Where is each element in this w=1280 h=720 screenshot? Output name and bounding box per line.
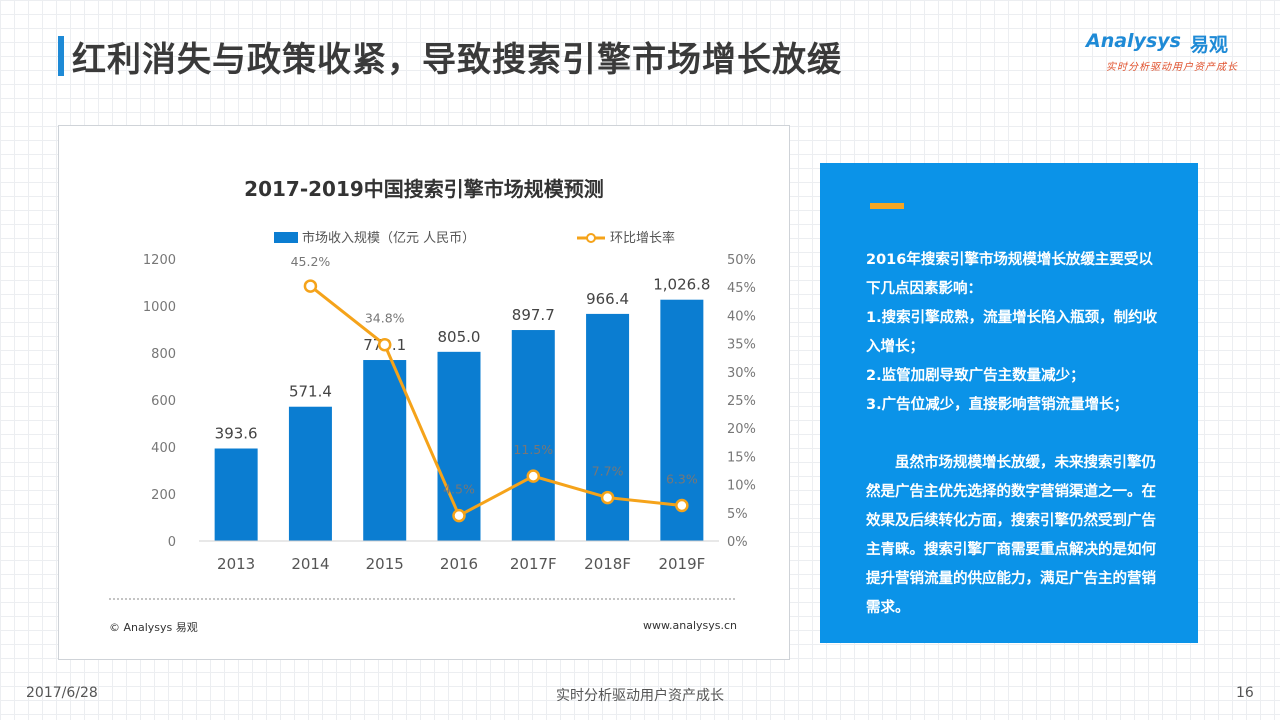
bar-value-label: 897.7 bbox=[512, 306, 555, 324]
x-tick-label: 2015 bbox=[366, 555, 404, 573]
x-tick-label: 2019F bbox=[658, 555, 705, 573]
legend-bar-label: 市场收入规模（亿元 人民币） bbox=[302, 230, 475, 246]
bar-value-label: 393.6 bbox=[215, 425, 258, 443]
y-left-tick: 800 bbox=[151, 347, 176, 362]
x-tick-label: 2014 bbox=[291, 555, 329, 573]
page-title: 红利消失与政策收紧，导致搜索引擎市场增长放缓 bbox=[72, 40, 842, 80]
analysis-panel: 2016年搜索引擎市场规模增长放缓主要受以下几点因素影响： 1.搜索引擎成熟，流… bbox=[820, 163, 1198, 643]
growth-point-2015 bbox=[377, 337, 392, 352]
legend-line-label: 环比增长率 bbox=[610, 230, 675, 246]
x-tick-label: 2018F bbox=[584, 555, 631, 573]
legend-bar-swatch bbox=[274, 232, 298, 243]
y-right-tick: 35% bbox=[727, 338, 756, 353]
growth-point-2014 bbox=[303, 279, 318, 293]
bar-2015 bbox=[363, 360, 407, 541]
y-left-tick: 1000 bbox=[143, 300, 176, 315]
growth-rate-line bbox=[309, 284, 683, 518]
bar-value-label: 571.4 bbox=[289, 383, 332, 401]
bar-2013 bbox=[214, 448, 258, 541]
analysys-logo: Analysys 易观 实时分析驱动用户资产成长 bbox=[1080, 30, 1250, 76]
y-left-tick: 600 bbox=[151, 394, 176, 409]
chart-source: © Analysys 易观 bbox=[109, 621, 198, 634]
x-tick-label: 2013 bbox=[217, 555, 255, 573]
growth-value-label: 45.2% bbox=[291, 254, 331, 269]
logo-tagline: 实时分析驱动用户资产成长 bbox=[1106, 62, 1238, 73]
y-right-tick: 15% bbox=[727, 450, 756, 465]
growth-point-2017F bbox=[526, 469, 541, 483]
x-tick-label: 2016 bbox=[440, 555, 478, 573]
y-left-tick: 0 bbox=[168, 535, 176, 550]
y-right-tick: 0% bbox=[727, 535, 748, 550]
panel-paragraph-intro: 2016年搜索引擎市场规模增长放缓主要受以下几点因素影响： bbox=[866, 252, 1153, 297]
y-right-tick: 5% bbox=[727, 507, 748, 522]
y-right-tick: 45% bbox=[727, 281, 756, 296]
panel-paragraph-factor-1: 1.搜索引擎成熟，流量增长陷入瓶颈，制约收入增长； bbox=[866, 310, 1158, 355]
growth-value-label: 6.3% bbox=[666, 471, 698, 486]
logo-wordmark: Analysys bbox=[1086, 30, 1181, 52]
x-tick-label: 2017F bbox=[510, 555, 557, 573]
panel-paragraph-closing: 虽然市场规模增长放缓，未来搜索引擎仍然是广告主优先选择的数字营销渠道之一。在效果… bbox=[866, 455, 1156, 616]
panel-paragraph-factor-2: 2.监管加剧导致广告主数量减少； bbox=[866, 368, 1085, 384]
panel-paragraph-factor-3: 3.广告位减少，直接影响营销流量增长； bbox=[866, 397, 1129, 413]
bar-value-label: 966.4 bbox=[586, 290, 629, 308]
y-right-tick: 30% bbox=[727, 366, 756, 381]
panel-text: 2016年搜索引擎市场规模增长放缓主要受以下几点因素影响： 1.搜索引擎成熟，流… bbox=[866, 246, 1158, 623]
growth-value-label: 11.5% bbox=[513, 442, 553, 457]
y-left-tick: 1200 bbox=[143, 253, 176, 268]
y-left-tick: 200 bbox=[151, 488, 176, 503]
y-right-tick: 40% bbox=[727, 309, 756, 324]
bar-2018F bbox=[586, 313, 630, 541]
chart-card: 2017-2019中国搜索引擎市场规模预测市场收入规模（亿元 人民币） 环比增长率… bbox=[58, 125, 790, 660]
footer-tagline: 实时分析驱动用户资产成长 bbox=[556, 688, 724, 704]
y-left-tick: 400 bbox=[151, 441, 176, 456]
bar-2014 bbox=[288, 406, 332, 541]
growth-point-2019F bbox=[675, 498, 689, 513]
bar-2017F bbox=[511, 330, 555, 541]
title-accent-bar bbox=[58, 36, 64, 76]
growth-value-label: 7.7% bbox=[592, 464, 624, 479]
y-right-tick: 25% bbox=[727, 394, 756, 409]
chart-url: www.analysys.cn bbox=[643, 619, 737, 632]
bar-value-label: 805.0 bbox=[438, 328, 481, 346]
growth-point-2016 bbox=[452, 508, 466, 523]
growth-value-label: 34.8% bbox=[365, 311, 405, 326]
y-right-tick: 10% bbox=[727, 479, 756, 494]
y-right-tick: 50% bbox=[727, 253, 756, 268]
growth-point-2018F bbox=[600, 490, 615, 505]
page-number: 16 bbox=[1236, 685, 1254, 701]
chart-title: 2017-2019中国搜索引擎市场规模预测 bbox=[244, 177, 604, 201]
footer-date: 2017/6/28 bbox=[26, 685, 98, 701]
bar-value-label: 1,026.8 bbox=[653, 276, 710, 294]
panel-accent-bar bbox=[870, 203, 904, 209]
legend-line-marker bbox=[586, 233, 596, 243]
y-right-tick: 20% bbox=[727, 422, 756, 437]
growth-value-label: 4.5% bbox=[443, 482, 475, 497]
logo-chinese-name: 易观 bbox=[1190, 34, 1229, 56]
